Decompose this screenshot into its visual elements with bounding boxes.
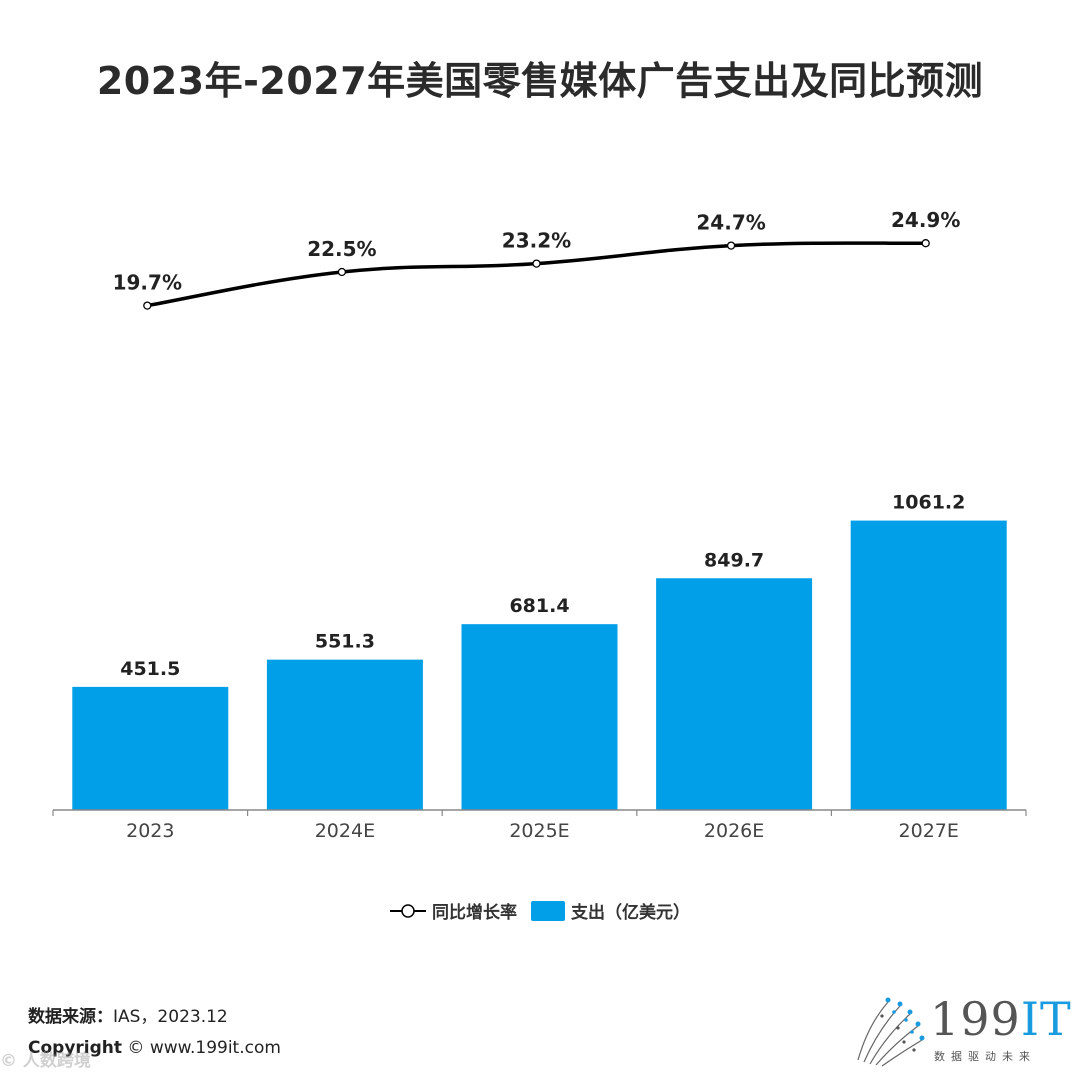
logo-tagline: 数据驱动未来 <box>934 1050 1036 1063</box>
bar-3 <box>656 578 813 810</box>
logo-dots-icon <box>857 997 925 1067</box>
x-tick-label-4: 2027E <box>899 820 959 842</box>
growth-point-1 <box>337 267 347 277</box>
source-label: 数据来源： <box>28 1007 113 1027</box>
source-value: IAS，2023.12 <box>113 1007 228 1027</box>
growth-value-label-2: 23.2% <box>502 229 571 253</box>
growth-point-3 <box>726 241 736 250</box>
growth-value-label-0: 19.7% <box>113 271 182 295</box>
copyright-label: Copyright <box>28 1038 123 1058</box>
bar-4 <box>850 520 1007 810</box>
growth-value-label-4: 24.9% <box>891 208 960 232</box>
legend-line-marker-icon <box>390 903 426 918</box>
legend-growth-label: 同比增长率 <box>432 903 517 923</box>
copyright-line: Copyright © www.199it.com <box>28 1038 281 1058</box>
bar-value-label-4: 1061.2 <box>892 492 965 514</box>
logo-accent-text: IT <box>1020 992 1072 1046</box>
bar-value-label-2: 681.4 <box>509 595 569 617</box>
legend-bar-swatch-icon <box>531 900 565 921</box>
legend-item-growth: 同比增长率 <box>390 898 517 923</box>
legend-spend-label: 支出（亿美元） <box>571 903 690 923</box>
growth-value-label-1: 22.5% <box>307 237 376 261</box>
bar-0 <box>72 686 229 810</box>
bar-1 <box>266 659 423 810</box>
growth-point-0 <box>143 301 152 310</box>
growth-value-label-3: 24.7% <box>696 211 765 235</box>
data-source: 数据来源：IAS，2023.12 <box>28 1002 228 1027</box>
logo-wordmark: 199IT <box>930 992 1072 1046</box>
copyright-value: © www.199it.com <box>122 1038 281 1058</box>
logo-main-text: 199 <box>930 992 1021 1046</box>
chart-canvas: 451.5 551.3 681.4 849.7 1061.2 2023 2024E 2025E… <box>52 208 1027 842</box>
bar-value-label-0: 451.5 <box>120 658 180 680</box>
bar-value-label-3: 849.7 <box>704 549 764 571</box>
x-tick-label-1: 2024E <box>315 820 375 842</box>
chart-title: 2023年-2027年美国零售媒体广告支出及同比预测 <box>96 59 984 103</box>
bar-2 <box>461 624 618 810</box>
bar-value-label-1: 551.3 <box>315 631 375 653</box>
x-tick-label-2: 2025E <box>509 820 569 842</box>
x-tick-label-0: 2023 <box>126 820 174 842</box>
watermark: © 人数跨境 <box>0 1051 91 1071</box>
legend-item-spend: 支出（亿美元） <box>531 898 690 923</box>
growth-point-4 <box>921 239 930 248</box>
brand-logo: 199IT 数据驱动未来 <box>848 990 1071 1070</box>
x-tick-label-3: 2026E <box>704 820 764 842</box>
chart-legend: 同比增长率 支出（亿美元） <box>0 898 1080 923</box>
growth-point-2 <box>532 259 541 268</box>
